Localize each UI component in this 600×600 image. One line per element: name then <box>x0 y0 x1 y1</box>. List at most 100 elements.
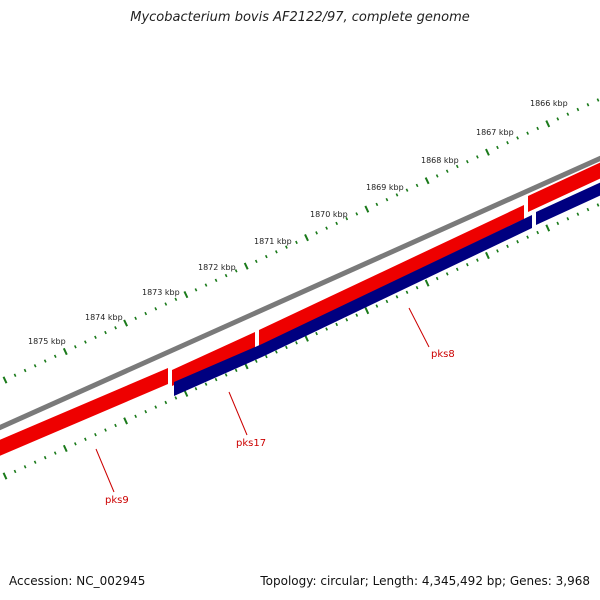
minor-tick <box>405 290 409 294</box>
minor-tick <box>204 283 208 287</box>
scale-labels: 1866 kbp 1867 kbp 1868 kbp 1869 kbp 1870… <box>28 99 568 346</box>
major-tick <box>62 444 68 453</box>
minor-tick <box>144 409 148 414</box>
minor-tick <box>164 400 168 405</box>
minor-tick <box>234 368 238 373</box>
minor-tick <box>224 373 228 377</box>
scale-label: 1874 kbp <box>85 313 123 322</box>
minor-tick <box>43 455 47 460</box>
feature-pks9-bar <box>0 368 168 456</box>
minor-tick <box>214 278 218 283</box>
minor-tick <box>385 299 389 304</box>
major-tick <box>424 279 430 287</box>
minor-tick <box>596 98 600 102</box>
minor-tick <box>84 340 87 344</box>
major-tick <box>62 347 68 356</box>
gene-label-pks8: pks8 <box>431 349 455 360</box>
major-tick <box>545 120 551 128</box>
feature-forward-bar-2 <box>172 332 255 386</box>
inner-tick-row <box>2 203 600 480</box>
minor-tick <box>13 373 17 377</box>
minor-tick <box>275 250 278 254</box>
minor-tick <box>476 258 479 262</box>
minor-tick <box>295 240 298 245</box>
minor-tick <box>405 188 409 192</box>
minor-tick <box>275 350 278 354</box>
minor-tick <box>395 193 399 197</box>
minor-tick <box>325 226 328 230</box>
minor-tick <box>566 112 570 116</box>
minor-tick <box>23 465 27 469</box>
minor-tick <box>74 442 77 446</box>
minor-tick <box>84 437 87 441</box>
major-tick <box>123 417 128 425</box>
minor-tick <box>445 169 449 173</box>
minor-tick <box>496 145 499 150</box>
gene-labels: pks9 pks17 pks8 <box>95 307 455 506</box>
major-tick <box>485 251 490 260</box>
minor-tick <box>264 254 268 259</box>
minor-tick <box>465 159 469 164</box>
minor-tick <box>73 345 77 349</box>
minor-tick <box>335 221 339 226</box>
major-tick <box>243 262 249 270</box>
minor-tick <box>174 297 178 302</box>
minor-tick <box>395 295 399 299</box>
minor-tick <box>526 235 529 239</box>
minor-tick <box>134 316 138 321</box>
major-tick <box>183 389 189 397</box>
minor-tick <box>576 107 580 112</box>
minor-tick <box>33 460 37 464</box>
minor-tick <box>345 216 349 221</box>
major-tick <box>364 205 370 213</box>
minor-tick <box>375 202 379 207</box>
feature-reverse-bar-3 <box>536 182 600 225</box>
minor-tick <box>345 318 349 322</box>
minor-tick <box>254 359 258 363</box>
minor-tick <box>465 263 469 267</box>
minor-tick <box>516 136 519 140</box>
minor-tick <box>94 432 97 437</box>
map-title: Mycobacterium bovis AF2122/97, complete … <box>130 10 470 25</box>
minor-tick <box>556 221 560 226</box>
minor-tick <box>586 103 590 107</box>
minor-tick <box>385 197 389 202</box>
outer-tick-row <box>2 98 600 384</box>
gene-label-pks9: pks9 <box>105 495 129 506</box>
minor-tick <box>23 368 27 373</box>
minor-tick <box>526 131 530 135</box>
minor-tick <box>194 288 198 292</box>
minor-tick <box>295 341 298 345</box>
minor-tick <box>204 382 208 386</box>
pks8-leader-line <box>408 307 430 348</box>
scale-label: 1869 kbp <box>366 183 404 192</box>
scale-label: 1867 kbp <box>476 128 514 137</box>
minor-tick <box>496 249 499 253</box>
scale-label: 1872 kbp <box>198 263 236 272</box>
minor-tick <box>264 354 268 359</box>
minor-tick <box>536 126 540 131</box>
minor-tick <box>13 469 17 474</box>
minor-tick <box>134 414 138 418</box>
minor-tick <box>285 245 288 249</box>
gene-label-pks17: pks17 <box>236 438 266 449</box>
minor-tick <box>144 311 148 316</box>
minor-tick <box>415 285 419 290</box>
scale-label: 1875 kbp <box>28 337 66 346</box>
reverse-strand-features <box>174 182 600 396</box>
feature-forward-bar-4 <box>528 162 600 212</box>
minor-tick <box>325 327 328 331</box>
feature-forward-bar-3 <box>259 205 524 346</box>
minor-tick <box>94 335 97 339</box>
minor-tick <box>254 259 258 264</box>
minor-tick <box>43 359 47 363</box>
genome-backbone <box>0 155 600 431</box>
minor-tick <box>435 276 439 281</box>
major-tick <box>123 319 129 327</box>
accession-text: Accession: NC_002945 <box>9 574 146 588</box>
forward-strand-features <box>0 162 600 456</box>
minor-tick <box>566 217 570 221</box>
major-tick <box>304 234 309 242</box>
scale-label: 1873 kbp <box>142 288 180 297</box>
